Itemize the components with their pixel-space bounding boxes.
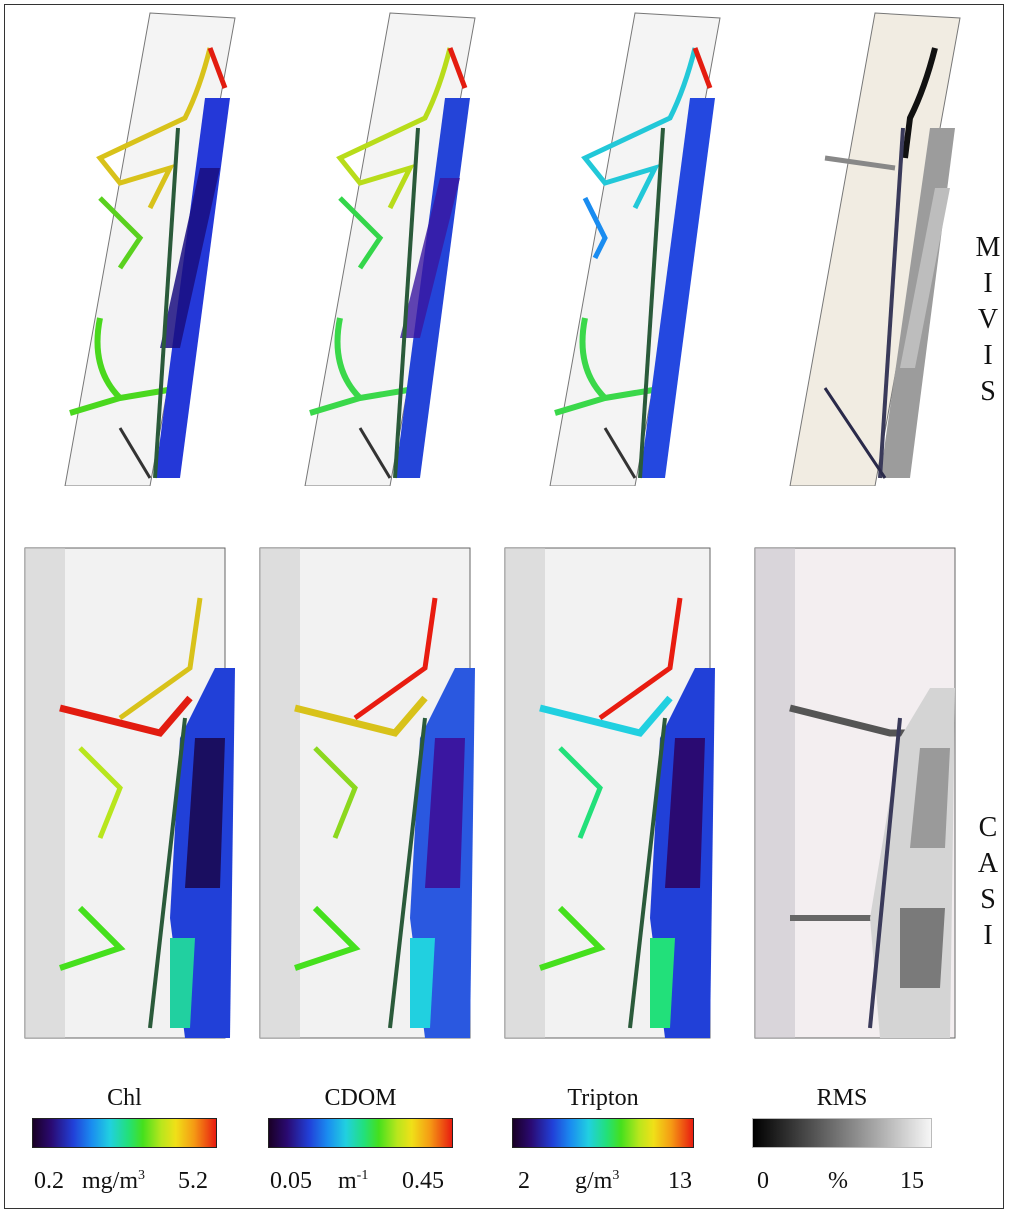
colorbar-title-rms: RMS	[816, 1085, 868, 1111]
casi-letter: I	[983, 920, 993, 951]
colorbar-title-cdom: CDOM	[324, 1085, 397, 1111]
unit-sup: -1	[356, 1168, 369, 1183]
mivis-letter: I	[983, 340, 993, 371]
unit-base: mg/m	[82, 1168, 139, 1194]
casi-cdom-map	[255, 488, 485, 1043]
casi-tripton-map	[500, 488, 725, 1043]
unit-base: g/m	[575, 1168, 613, 1194]
mivis-chl-map	[60, 8, 240, 486]
casi-rms-map	[750, 488, 965, 1043]
colorbar-min-tripton: 2	[518, 1168, 530, 1194]
colorbar-unit-rms: %	[828, 1168, 848, 1195]
colorbar-min-chl: 0.2	[34, 1168, 64, 1194]
mivis-letter: M	[975, 232, 1001, 263]
mivis-row-label: M I V I S	[970, 230, 1006, 410]
colorbar-max-rms: 15	[900, 1168, 924, 1194]
colorbar-unit-chl: mg/m3	[82, 1168, 145, 1195]
colorbar-cdom	[268, 1118, 453, 1148]
unit-base: m	[338, 1168, 357, 1194]
mivis-cdom-map	[300, 8, 480, 486]
mivis-tripton-map	[545, 8, 725, 486]
colorbar-unit-tripton: g/m3	[575, 1168, 619, 1195]
unit-sup: 3	[138, 1168, 146, 1183]
colorbar-unit-cdom: m-1	[338, 1168, 368, 1195]
colorbar-rms	[752, 1118, 932, 1148]
casi-letter: A	[977, 848, 999, 879]
unit-sup: 3	[612, 1168, 620, 1183]
mivis-rms-map	[785, 8, 965, 486]
casi-chl-map	[20, 488, 240, 1043]
colorbar-title-chl: Chl	[107, 1085, 142, 1111]
colorbar-chl	[32, 1118, 217, 1148]
mivis-letter: I	[983, 268, 993, 299]
mivis-letter: V	[977, 304, 999, 335]
mivis-letter: S	[980, 376, 996, 407]
colorbar-min-cdom: 0.05	[270, 1168, 312, 1194]
colorbar-max-tripton: 13	[668, 1168, 692, 1194]
casi-row-label: C A S I	[970, 810, 1006, 954]
unit-base: %	[828, 1168, 848, 1194]
colorbar-title-tripton: Tripton	[567, 1085, 639, 1111]
colorbar-max-chl: 5.2	[178, 1168, 208, 1194]
colorbar-min-rms: 0	[757, 1168, 769, 1194]
casi-letter: S	[980, 884, 996, 915]
colorbar-tripton	[512, 1118, 694, 1148]
colorbar-max-cdom: 0.45	[402, 1168, 444, 1194]
casi-letter: C	[978, 812, 998, 843]
